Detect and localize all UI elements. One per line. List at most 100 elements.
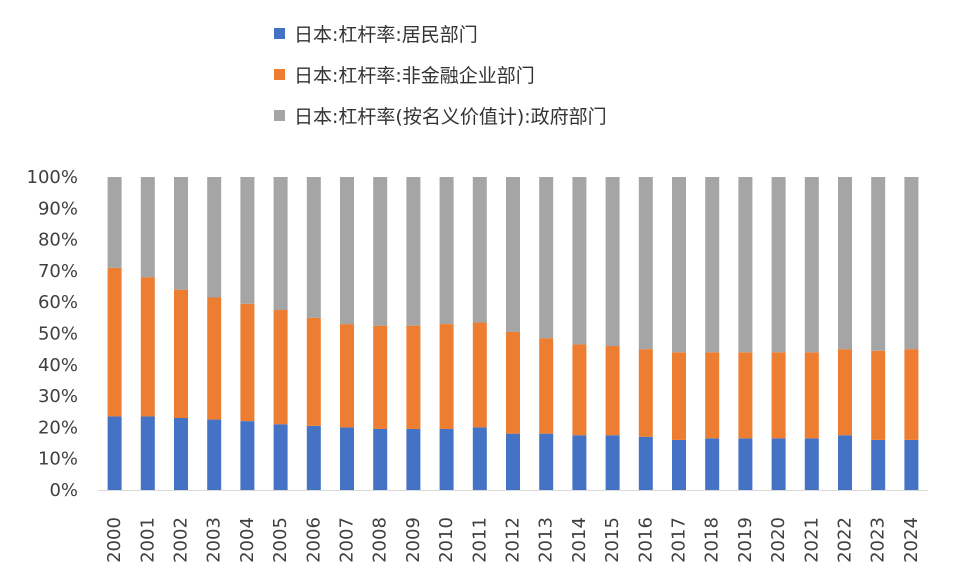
bar-segment-nonfinancial xyxy=(306,317,321,426)
x-tick-label: 2010 xyxy=(436,517,457,563)
bar-group-2019 xyxy=(738,177,753,490)
y-tick-label: 90% xyxy=(38,198,78,219)
bar-segment-household xyxy=(705,438,720,490)
bar-segment-household xyxy=(572,435,587,490)
bar-segment-nonfinancial xyxy=(140,277,155,417)
legend-label-government: 日本:杠杆率(按名义价值计):政府部门 xyxy=(294,106,607,128)
x-tick-label: 2003 xyxy=(204,517,225,563)
bar-segment-household xyxy=(804,438,819,490)
bar-group-2002 xyxy=(174,177,188,490)
x-axis: 2000 2001 2002 2003 2004 2005 2006 2007 2008 2009… xyxy=(104,517,922,563)
bar-segment-household xyxy=(207,419,222,490)
bar-segment-nonfinancial xyxy=(672,352,686,440)
bar-segment-government xyxy=(871,177,886,351)
bar-segment-nonfinancial xyxy=(373,325,388,429)
bar-segment-nonfinancial xyxy=(506,331,520,434)
x-tick-label: 2012 xyxy=(503,517,524,563)
bar-segment-government xyxy=(373,177,388,326)
bar-segment-nonfinancial xyxy=(539,338,554,434)
bar-segment-government xyxy=(240,177,255,304)
x-tick-label: 2024 xyxy=(901,517,922,563)
bar-group-2003 xyxy=(207,177,222,490)
bar-group-2015 xyxy=(605,177,620,490)
y-tick-label: 30% xyxy=(38,386,78,407)
x-tick-label: 2013 xyxy=(536,517,557,563)
bar-segment-nonfinancial xyxy=(804,352,819,439)
bar-group-2009 xyxy=(406,177,421,490)
legend-swatch-nonfinancial xyxy=(274,69,285,80)
bar-segment-government xyxy=(140,177,155,278)
bar-segment-nonfinancial xyxy=(340,324,354,428)
bar-segment-nonfinancial xyxy=(439,324,454,429)
x-tick-label: 2011 xyxy=(469,517,490,563)
bar-group-2013 xyxy=(539,177,554,490)
bar-segment-government xyxy=(340,177,354,325)
bar-segment-household xyxy=(605,435,620,490)
x-tick-label: 2023 xyxy=(868,517,889,563)
x-tick-label: 2002 xyxy=(171,517,192,563)
bar-group-2004 xyxy=(240,177,255,490)
x-tick-label: 2014 xyxy=(569,517,590,563)
x-tick-label: 2001 xyxy=(137,517,158,563)
bar-segment-government xyxy=(174,177,188,290)
bar-segment-household xyxy=(373,428,388,490)
bar-segment-household xyxy=(306,425,321,490)
bar-segment-household xyxy=(406,428,421,490)
bar-segment-government xyxy=(273,177,288,311)
bar-segment-government xyxy=(539,177,554,339)
y-tick-label: 80% xyxy=(38,230,78,251)
bar-segment-nonfinancial xyxy=(207,297,222,420)
bar-group-2001 xyxy=(140,177,155,490)
bar-group-2005 xyxy=(273,177,288,490)
x-tick-label: 2015 xyxy=(602,517,623,563)
bar-segment-government xyxy=(605,177,620,347)
bar-segment-household xyxy=(240,421,255,490)
y-tick-label: 0% xyxy=(49,480,78,501)
legend-swatch-government xyxy=(274,110,285,121)
bar-segment-nonfinancial xyxy=(273,310,288,425)
bar-segment-government xyxy=(771,177,786,353)
x-tick-label: 2018 xyxy=(702,517,723,563)
bar-segment-government xyxy=(306,177,321,318)
bar-group-2008 xyxy=(373,177,388,490)
bar-segment-nonfinancial xyxy=(705,352,720,439)
bar-segment-nonfinancial xyxy=(771,352,786,439)
legend-entry-government: 日本:杠杆率(按名义价值计):政府部门 xyxy=(274,106,607,128)
bar-group-2022 xyxy=(838,177,852,490)
bar-segment-nonfinancial xyxy=(240,303,255,422)
x-tick-label: 2017 xyxy=(669,517,690,563)
x-tick-label: 2016 xyxy=(635,517,656,563)
bar-segment-household xyxy=(506,433,520,490)
legend-label-household: 日本:杠杆率:居民部门 xyxy=(294,24,478,46)
bar-group-2007 xyxy=(340,177,354,490)
bar-segment-government xyxy=(506,177,520,332)
bar-segment-household xyxy=(273,424,288,490)
bar-segment-government xyxy=(738,177,753,353)
bar-group-2014 xyxy=(572,177,587,490)
bar-segment-nonfinancial xyxy=(572,344,587,436)
bar-group-2011 xyxy=(472,177,487,490)
bar-segment-government xyxy=(904,177,919,350)
x-tick-label: 2009 xyxy=(403,517,424,563)
bar-segment-household xyxy=(738,438,753,490)
bar-segment-nonfinancial xyxy=(605,346,620,436)
bar-segment-nonfinancial xyxy=(638,349,653,437)
x-tick-label: 2022 xyxy=(835,517,856,563)
bar-segment-nonfinancial xyxy=(738,352,753,439)
bar-segment-household xyxy=(472,427,487,490)
bar-segment-household xyxy=(107,416,122,490)
x-tick-label: 2020 xyxy=(768,517,789,563)
bar-segment-household xyxy=(871,439,886,490)
y-tick-label: 20% xyxy=(38,417,78,438)
bar-group-2017 xyxy=(672,177,686,490)
bar-segment-government xyxy=(207,177,222,298)
legend-swatch-household xyxy=(274,28,285,39)
bar-segment-government xyxy=(572,177,587,345)
bar-segment-government xyxy=(638,177,653,350)
legend-entry-nonfinancial: 日本:杠杆率:非金融企业部门 xyxy=(274,65,535,87)
bar-segment-household xyxy=(904,439,919,490)
bar-group-2021 xyxy=(804,177,819,490)
x-tick-label: 2006 xyxy=(303,517,324,563)
bar-segment-government xyxy=(107,177,122,268)
